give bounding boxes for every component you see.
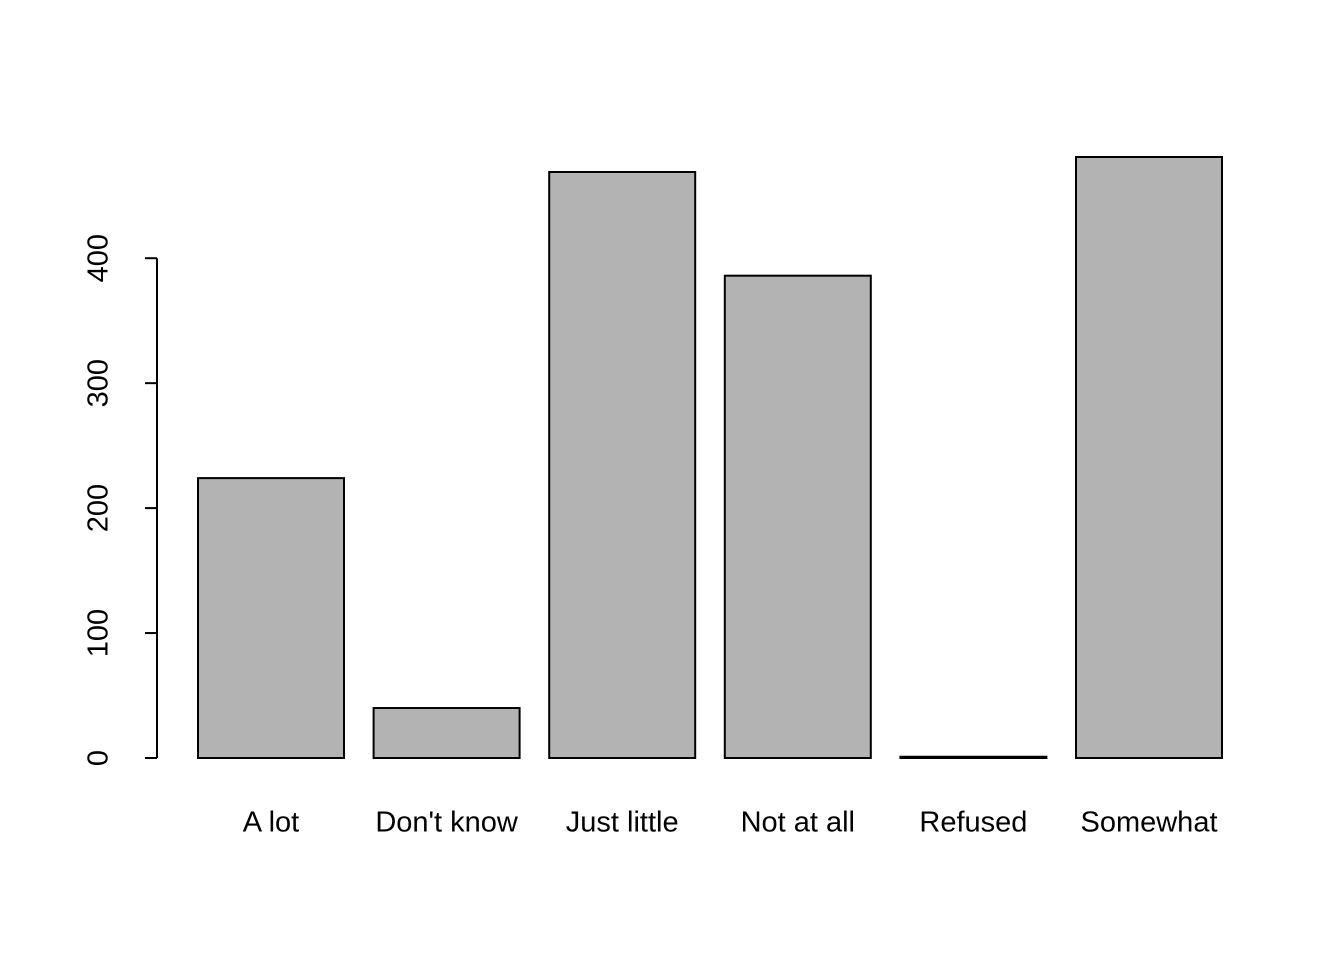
x-tick-label: A lot bbox=[243, 807, 299, 839]
bar bbox=[548, 170, 697, 759]
x-tick-label: Somewhat bbox=[1080, 807, 1217, 839]
x-tick-label: Just little bbox=[566, 807, 679, 839]
y-tick-label: 0 bbox=[83, 750, 115, 766]
bar bbox=[1075, 156, 1223, 759]
bar bbox=[723, 274, 872, 759]
y-tick-label: 100 bbox=[83, 609, 115, 657]
y-tick-label: 300 bbox=[83, 359, 115, 407]
y-tick-label: 400 bbox=[83, 234, 115, 282]
x-tick-label: Refused bbox=[919, 807, 1027, 839]
y-tick-label: 200 bbox=[83, 484, 115, 532]
x-tick-label: Don't know bbox=[375, 807, 519, 839]
bar bbox=[372, 707, 521, 760]
x-tick-label: Not at all bbox=[741, 807, 855, 839]
bar bbox=[899, 755, 1048, 760]
bar bbox=[197, 477, 345, 759]
